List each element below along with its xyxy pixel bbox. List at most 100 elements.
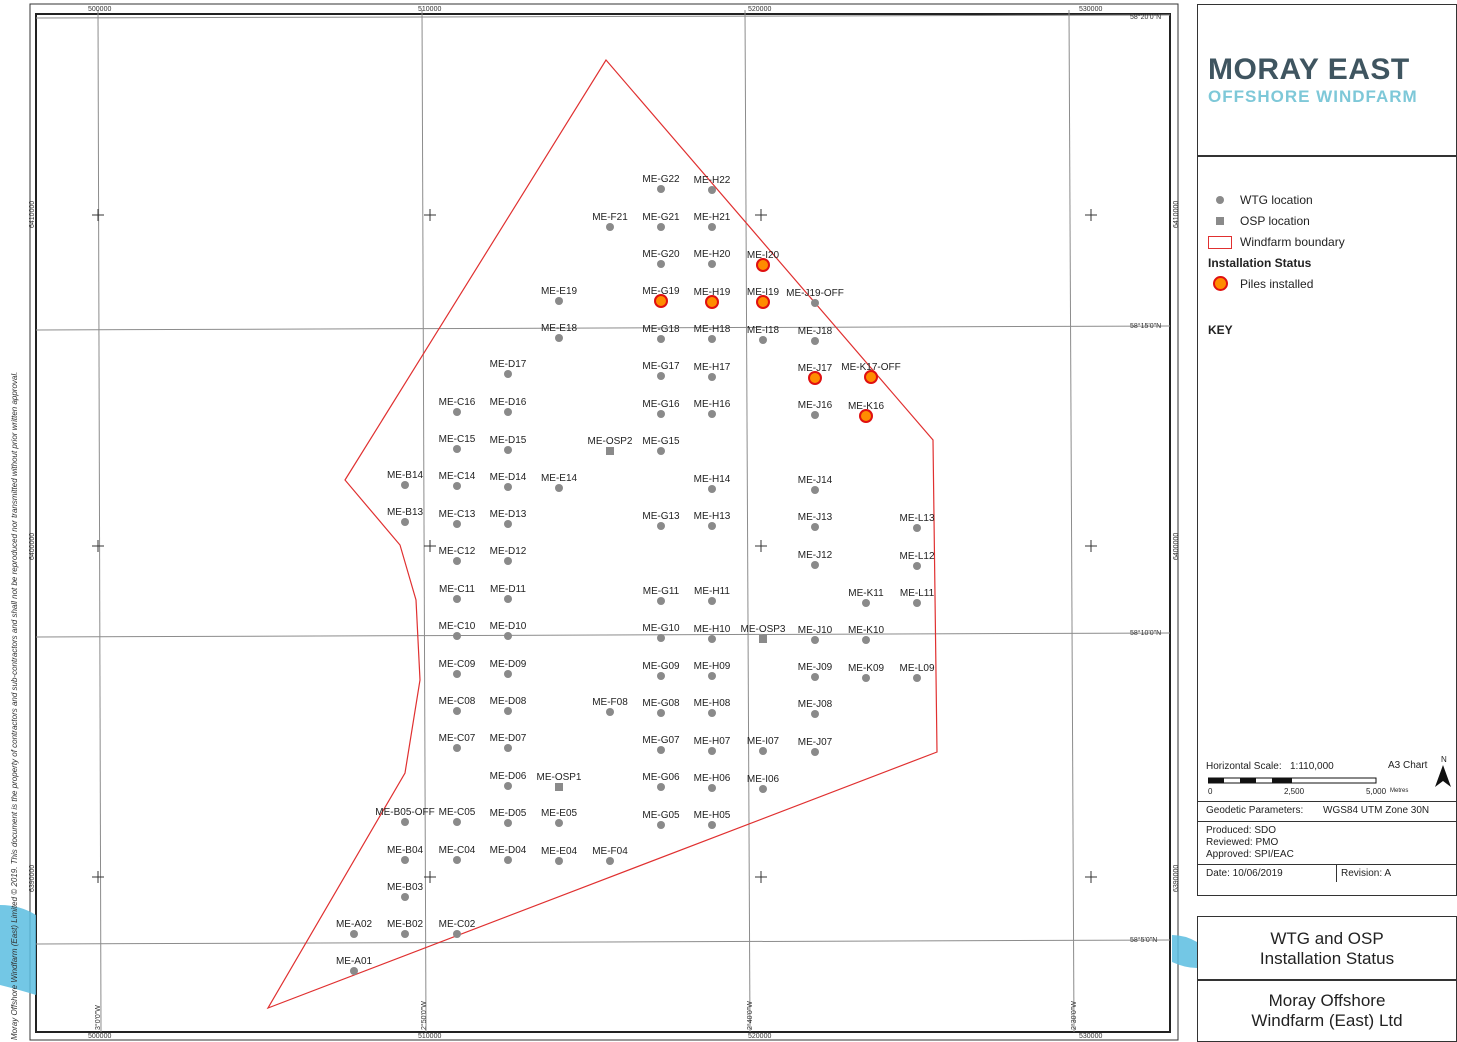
wtg-me-g22[interactable]: ME-G22 bbox=[642, 174, 680, 193]
osp-me-osp2[interactable]: ME-OSP2 bbox=[587, 436, 633, 455]
wtg-me-f21[interactable]: ME-F21 bbox=[592, 212, 628, 231]
wtg-me-h21[interactable]: ME-H21 bbox=[694, 212, 731, 231]
wtg-me-k17-off[interactable]: ME-K17-OFF bbox=[841, 362, 901, 384]
wtg-me-h05[interactable]: ME-H05 bbox=[694, 810, 731, 829]
wtg-me-h06[interactable]: ME-H06 bbox=[694, 773, 731, 792]
wtg-me-h13[interactable]: ME-H13 bbox=[694, 511, 731, 530]
wtg-me-g20[interactable]: ME-G20 bbox=[642, 249, 680, 268]
wtg-me-g15[interactable]: ME-G15 bbox=[642, 436, 680, 455]
wtg-me-c10[interactable]: ME-C10 bbox=[439, 621, 476, 640]
wtg-me-b02[interactable]: ME-B02 bbox=[387, 919, 424, 938]
wtg-me-i20[interactable]: ME-I20 bbox=[747, 250, 780, 272]
wtg-me-d17[interactable]: ME-D17 bbox=[490, 359, 527, 378]
wtg-me-c09[interactable]: ME-C09 bbox=[439, 659, 476, 678]
wtg-me-j14[interactable]: ME-J14 bbox=[798, 475, 833, 494]
wtg-me-i18[interactable]: ME-I18 bbox=[747, 325, 780, 344]
wtg-me-i06[interactable]: ME-I06 bbox=[747, 774, 780, 793]
wtg-me-d04[interactable]: ME-D04 bbox=[490, 845, 527, 864]
osp-me-osp1[interactable]: ME-OSP1 bbox=[536, 772, 582, 791]
wtg-me-l13[interactable]: ME-L13 bbox=[899, 513, 935, 532]
wtg-me-h16[interactable]: ME-H16 bbox=[694, 399, 731, 418]
wtg-me-d10[interactable]: ME-D10 bbox=[490, 621, 527, 640]
wtg-me-h22[interactable]: ME-H22 bbox=[694, 175, 731, 194]
wtg-me-a01[interactable]: ME-A01 bbox=[336, 956, 373, 975]
wtg-me-l12[interactable]: ME-L12 bbox=[899, 551, 935, 570]
wtg-me-h14[interactable]: ME-H14 bbox=[694, 474, 731, 493]
wtg-me-d07[interactable]: ME-D07 bbox=[490, 733, 527, 752]
wtg-me-g18[interactable]: ME-G18 bbox=[642, 324, 680, 343]
wtg-me-l11[interactable]: ME-L11 bbox=[900, 588, 935, 607]
wtg-me-d08[interactable]: ME-D08 bbox=[490, 696, 527, 715]
wtg-me-b05-off[interactable]: ME-B05-OFF bbox=[375, 807, 435, 826]
wtg-me-h18[interactable]: ME-H18 bbox=[694, 324, 731, 343]
wtg-me-h19[interactable]: ME-H19 bbox=[694, 287, 731, 309]
wtg-me-d09[interactable]: ME-D09 bbox=[490, 659, 527, 678]
wtg-me-f04[interactable]: ME-F04 bbox=[592, 846, 628, 865]
wtg-me-j19-off[interactable]: ME-J19-OFF bbox=[786, 288, 844, 307]
wtg-me-e19[interactable]: ME-E19 bbox=[541, 286, 578, 305]
wtg-me-h09[interactable]: ME-H09 bbox=[694, 661, 731, 680]
wtg-me-d15[interactable]: ME-D15 bbox=[490, 435, 527, 454]
wtg-me-e05[interactable]: ME-E05 bbox=[541, 808, 578, 827]
wtg-me-g17[interactable]: ME-G17 bbox=[642, 361, 680, 380]
wtg-me-a02[interactable]: ME-A02 bbox=[336, 919, 373, 938]
wtg-me-g21[interactable]: ME-G21 bbox=[642, 212, 680, 231]
wtg-me-j08[interactable]: ME-J08 bbox=[798, 699, 833, 718]
wtg-me-d16[interactable]: ME-D16 bbox=[490, 397, 527, 416]
wtg-me-h08[interactable]: ME-H08 bbox=[694, 698, 731, 717]
wtg-me-d06[interactable]: ME-D06 bbox=[490, 771, 527, 790]
wtg-me-j07[interactable]: ME-J07 bbox=[798, 737, 833, 756]
wtg-me-c07[interactable]: ME-C07 bbox=[439, 733, 476, 752]
wtg-me-h10[interactable]: ME-H10 bbox=[694, 624, 731, 643]
wtg-me-j13[interactable]: ME-J13 bbox=[798, 512, 833, 531]
wtg-me-g19[interactable]: ME-G19 bbox=[642, 286, 680, 308]
wtg-me-g06[interactable]: ME-G06 bbox=[642, 772, 680, 791]
wtg-me-j18[interactable]: ME-J18 bbox=[798, 326, 833, 345]
wtg-me-k16[interactable]: ME-K16 bbox=[848, 401, 885, 423]
wtg-me-d11[interactable]: ME-D11 bbox=[490, 584, 526, 603]
wtg-me-c11[interactable]: ME-C11 bbox=[439, 584, 475, 603]
wtg-me-i07[interactable]: ME-I07 bbox=[747, 736, 780, 755]
wtg-me-h17[interactable]: ME-H17 bbox=[694, 362, 731, 381]
wtg-me-c02[interactable]: ME-C02 bbox=[439, 919, 476, 938]
wtg-me-d12[interactable]: ME-D12 bbox=[490, 546, 527, 565]
wtg-me-g08[interactable]: ME-G08 bbox=[642, 698, 680, 717]
wtg-me-g09[interactable]: ME-G09 bbox=[642, 661, 680, 680]
wtg-me-d13[interactable]: ME-D13 bbox=[490, 509, 527, 528]
wtg-me-j10[interactable]: ME-J10 bbox=[798, 625, 833, 644]
wtg-me-h20[interactable]: ME-H20 bbox=[694, 249, 731, 268]
wtg-me-c05[interactable]: ME-C05 bbox=[439, 807, 476, 826]
wtg-me-k09[interactable]: ME-K09 bbox=[848, 663, 885, 682]
wtg-me-g05[interactable]: ME-G05 bbox=[642, 810, 680, 829]
wtg-me-h07[interactable]: ME-H07 bbox=[694, 736, 731, 755]
wtg-me-c04[interactable]: ME-C04 bbox=[439, 845, 476, 864]
wtg-me-i19[interactable]: ME-I19 bbox=[747, 287, 780, 309]
wtg-me-g13[interactable]: ME-G13 bbox=[642, 511, 680, 530]
wtg-me-c15[interactable]: ME-C15 bbox=[439, 434, 476, 453]
wtg-me-c08[interactable]: ME-C08 bbox=[439, 696, 476, 715]
wtg-me-g11[interactable]: ME-G11 bbox=[643, 586, 680, 605]
wtg-me-f08[interactable]: ME-F08 bbox=[592, 697, 628, 716]
wtg-me-b04[interactable]: ME-B04 bbox=[387, 845, 424, 864]
wtg-me-c14[interactable]: ME-C14 bbox=[439, 471, 476, 490]
wtg-me-k10[interactable]: ME-K10 bbox=[848, 625, 885, 644]
wtg-me-c12[interactable]: ME-C12 bbox=[439, 546, 476, 565]
wtg-me-j16[interactable]: ME-J16 bbox=[798, 400, 833, 419]
wtg-me-d05[interactable]: ME-D05 bbox=[490, 808, 527, 827]
wtg-me-j09[interactable]: ME-J09 bbox=[798, 662, 833, 681]
wtg-me-l09[interactable]: ME-L09 bbox=[899, 663, 935, 682]
wtg-me-c13[interactable]: ME-C13 bbox=[439, 509, 476, 528]
wtg-me-g16[interactable]: ME-G16 bbox=[642, 399, 680, 418]
wtg-me-e14[interactable]: ME-E14 bbox=[541, 473, 578, 492]
wtg-me-b03[interactable]: ME-B03 bbox=[387, 882, 424, 901]
wtg-me-g10[interactable]: ME-G10 bbox=[642, 623, 680, 642]
wtg-me-b14[interactable]: ME-B14 bbox=[387, 470, 424, 489]
wtg-me-d14[interactable]: ME-D14 bbox=[490, 472, 527, 491]
wtg-me-e04[interactable]: ME-E04 bbox=[541, 846, 578, 865]
wtg-me-k11[interactable]: ME-K11 bbox=[848, 588, 884, 607]
wtg-me-g07[interactable]: ME-G07 bbox=[642, 735, 680, 754]
wtg-me-e18[interactable]: ME-E18 bbox=[541, 323, 578, 342]
wtg-me-c16[interactable]: ME-C16 bbox=[439, 397, 476, 416]
wtg-me-j17[interactable]: ME-J17 bbox=[798, 363, 833, 385]
osp-me-osp3[interactable]: ME-OSP3 bbox=[740, 624, 786, 643]
